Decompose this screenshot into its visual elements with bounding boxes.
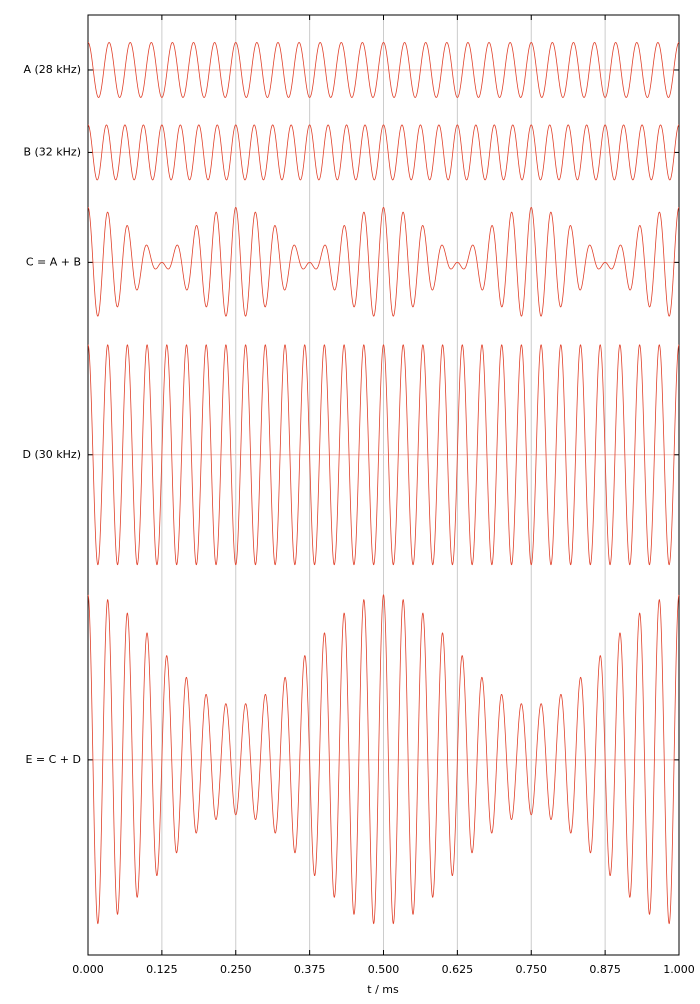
- signal-line: [87, 344, 680, 566]
- x-tick-label: 0.375: [294, 963, 326, 976]
- x-tick-label: 0.125: [146, 963, 178, 976]
- x-tick-label: 0.750: [516, 963, 548, 976]
- signal-line: [87, 42, 680, 98]
- y-tick-label: E = C + D: [25, 753, 81, 766]
- x-tick-label: 0.875: [589, 963, 621, 976]
- y-tick-label: C = A + B: [26, 255, 81, 268]
- x-tick-label: 0.000: [72, 963, 104, 976]
- y-tick-label: D (30 kHz): [23, 448, 81, 461]
- signal-line: [87, 206, 680, 317]
- x-tick-label: 1.000: [663, 963, 695, 976]
- x-tick-label: 0.500: [368, 963, 400, 976]
- x-tick-label: 0.250: [220, 963, 252, 976]
- y-tick-label: A (28 kHz): [23, 63, 81, 76]
- signal-line: [87, 594, 680, 925]
- x-tick-label: 0.625: [442, 963, 474, 976]
- y-tick-label: B (32 kHz): [23, 145, 81, 158]
- x-axis-label: t / ms: [367, 983, 399, 996]
- signal-line: [87, 124, 680, 181]
